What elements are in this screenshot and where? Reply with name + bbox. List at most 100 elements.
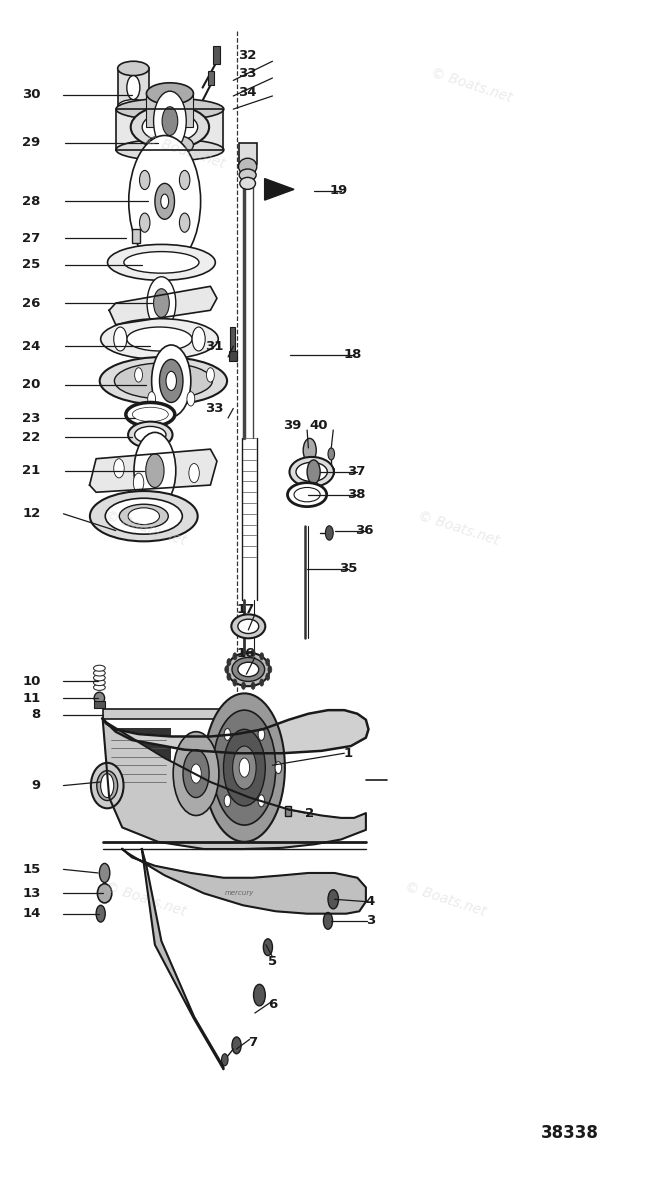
Circle shape [241, 649, 245, 656]
Circle shape [147, 277, 176, 330]
Circle shape [146, 454, 164, 487]
Ellipse shape [199, 107, 209, 116]
Text: 10: 10 [22, 674, 41, 688]
Text: 22: 22 [22, 431, 41, 444]
Text: © Boats.net: © Boats.net [429, 66, 514, 104]
Text: 6: 6 [268, 998, 277, 1012]
Text: mercury: mercury [225, 890, 255, 896]
Text: 11: 11 [22, 691, 41, 704]
Ellipse shape [134, 426, 166, 443]
Ellipse shape [238, 662, 258, 677]
Bar [94, 701, 104, 708]
Ellipse shape [146, 83, 194, 104]
Circle shape [233, 746, 256, 790]
Circle shape [140, 170, 150, 190]
Ellipse shape [124, 252, 199, 274]
Ellipse shape [119, 504, 169, 528]
Text: 17: 17 [237, 604, 255, 616]
Text: 3: 3 [366, 914, 375, 928]
Circle shape [207, 367, 215, 382]
Circle shape [154, 91, 186, 151]
Text: 9: 9 [31, 779, 41, 792]
Ellipse shape [238, 619, 258, 634]
Ellipse shape [105, 498, 182, 534]
Circle shape [134, 367, 142, 382]
Polygon shape [102, 710, 369, 754]
Ellipse shape [100, 319, 218, 359]
Text: 33: 33 [205, 402, 224, 415]
Text: 38338: 38338 [541, 1123, 599, 1141]
Circle shape [99, 863, 110, 882]
Circle shape [154, 289, 169, 318]
Ellipse shape [96, 770, 117, 800]
Bar [208, 71, 214, 85]
Circle shape [251, 682, 255, 689]
Circle shape [155, 184, 174, 220]
Ellipse shape [232, 614, 265, 638]
Text: © Boats.net: © Boats.net [403, 880, 488, 919]
Ellipse shape [127, 328, 192, 350]
Text: © Boats.net: © Boats.net [103, 880, 188, 919]
Text: 28: 28 [22, 194, 41, 208]
Circle shape [275, 762, 281, 774]
Text: 16: 16 [236, 647, 255, 660]
Text: 39: 39 [283, 419, 302, 432]
Ellipse shape [94, 692, 104, 704]
Circle shape [303, 438, 316, 462]
Polygon shape [115, 109, 224, 150]
Circle shape [113, 328, 127, 350]
Circle shape [127, 76, 140, 100]
Circle shape [325, 526, 333, 540]
Text: 12: 12 [22, 508, 41, 521]
Circle shape [192, 328, 205, 350]
Text: © Boats.net: © Boats.net [142, 131, 227, 170]
Circle shape [162, 107, 178, 136]
Text: 32: 32 [237, 49, 256, 61]
Ellipse shape [100, 356, 227, 404]
Circle shape [189, 463, 199, 482]
Text: 8: 8 [31, 708, 41, 721]
Ellipse shape [94, 670, 105, 676]
Circle shape [266, 673, 270, 680]
Ellipse shape [240, 178, 255, 190]
Circle shape [233, 679, 237, 686]
Polygon shape [90, 449, 217, 492]
Ellipse shape [126, 402, 174, 426]
Ellipse shape [227, 653, 270, 686]
Ellipse shape [128, 508, 159, 524]
Ellipse shape [94, 684, 105, 690]
Text: 5: 5 [268, 955, 277, 968]
Polygon shape [102, 719, 366, 850]
Bar [132, 229, 140, 244]
Bar [329, 468, 334, 474]
Text: 15: 15 [22, 863, 41, 876]
Text: 34: 34 [237, 86, 256, 98]
Circle shape [328, 889, 338, 908]
Bar [109, 728, 171, 786]
Ellipse shape [146, 134, 194, 156]
Circle shape [213, 710, 276, 826]
Circle shape [204, 694, 285, 842]
Bar [229, 350, 237, 360]
Text: 1: 1 [344, 746, 353, 760]
Text: 36: 36 [356, 524, 374, 538]
Circle shape [159, 359, 183, 402]
Polygon shape [122, 850, 366, 913]
Circle shape [148, 391, 155, 406]
Circle shape [268, 666, 272, 673]
Ellipse shape [133, 407, 169, 421]
Ellipse shape [97, 883, 112, 902]
Ellipse shape [116, 98, 224, 120]
Ellipse shape [116, 139, 224, 161]
Circle shape [224, 794, 231, 806]
Circle shape [191, 764, 201, 784]
Ellipse shape [239, 158, 256, 175]
Ellipse shape [114, 362, 213, 398]
Text: 14: 14 [22, 907, 41, 920]
Ellipse shape [142, 112, 197, 142]
Ellipse shape [94, 679, 105, 685]
Ellipse shape [94, 674, 105, 680]
Circle shape [207, 762, 214, 774]
Circle shape [258, 794, 264, 806]
Text: 35: 35 [339, 563, 358, 575]
